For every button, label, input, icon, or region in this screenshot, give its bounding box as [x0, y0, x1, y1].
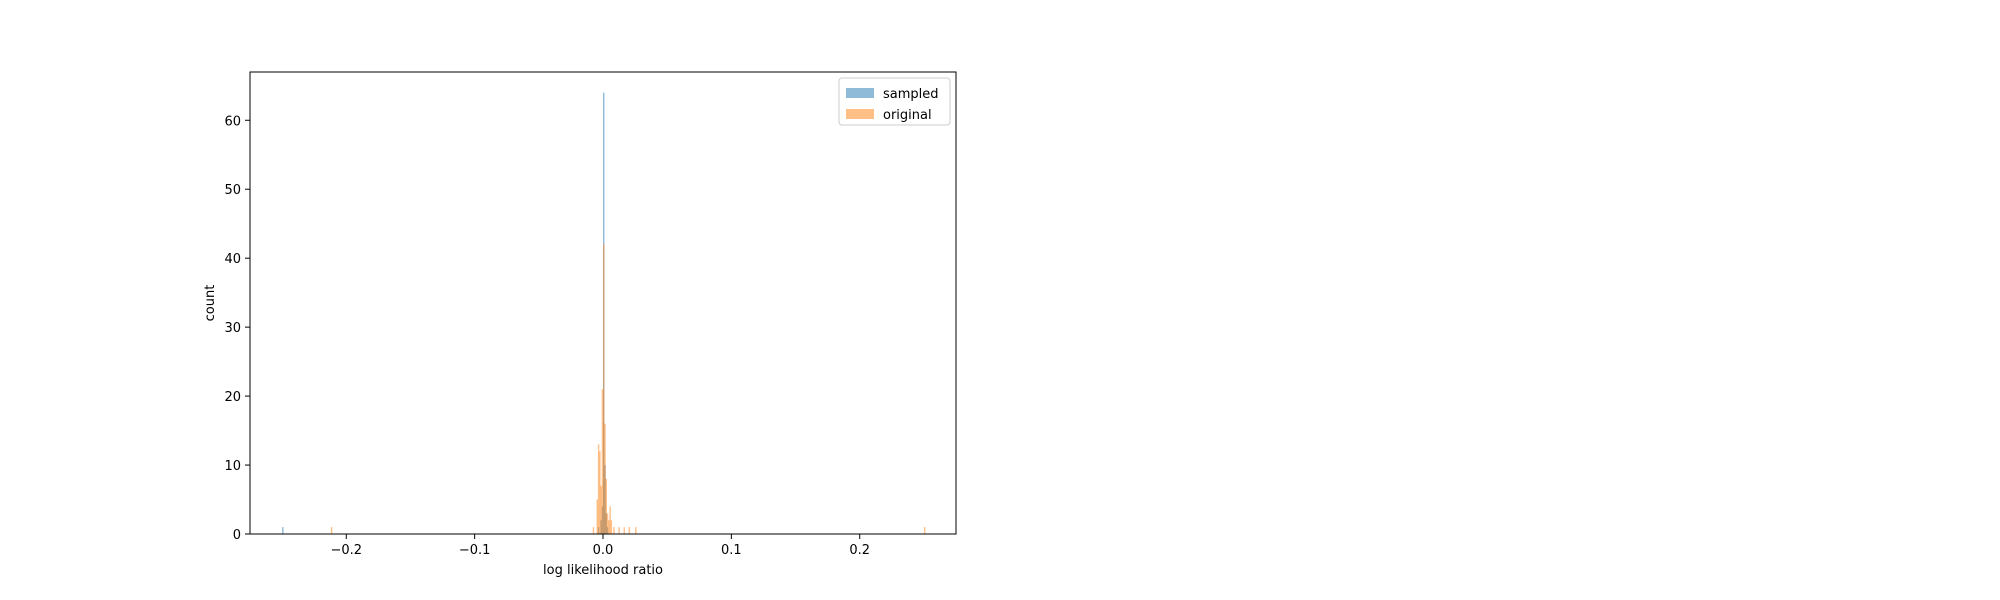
bar-original [608, 520, 610, 534]
bar-original [635, 527, 637, 534]
legend-swatch-original [846, 109, 874, 119]
bar-original [599, 451, 601, 534]
legend-label-original: original [883, 108, 932, 123]
y-axis-label: count [203, 285, 218, 322]
y-tick-label: 0 [233, 528, 241, 543]
bar-original [923, 527, 926, 534]
x-axis-label: log likelihood ratio [543, 563, 663, 578]
bar-original [601, 389, 604, 534]
x-tick-label: −0.2 [330, 543, 362, 558]
y-tick-label: 60 [224, 114, 241, 129]
bar-original [623, 527, 625, 534]
x-axis-ticks: −0.2 −0.1 0.0 0.1 0.2 [330, 534, 870, 558]
y-tick-label: 20 [224, 390, 241, 405]
x-tick-label: 0.0 [593, 543, 614, 558]
bar-original [597, 444, 600, 534]
x-tick-label: −0.1 [459, 543, 491, 558]
x-tick-label: 0.1 [721, 543, 742, 558]
series-original [330, 244, 926, 534]
bar-original [610, 520, 613, 534]
bar-original [330, 527, 333, 534]
series-sampled [282, 92, 609, 534]
legend-swatch-sampled [846, 88, 874, 98]
y-tick-label: 50 [224, 183, 241, 198]
y-axis-ticks: 0 10 20 30 40 50 60 [224, 114, 250, 543]
y-tick-label: 10 [224, 459, 241, 474]
bar-original [596, 499, 598, 534]
bar-original [606, 513, 609, 534]
bar-original [628, 527, 631, 534]
bar-original [600, 485, 602, 534]
bar-original [618, 527, 620, 534]
bar-original [609, 506, 611, 534]
bar-original [604, 423, 606, 534]
bar-sampled [282, 527, 284, 534]
legend-label-sampled: sampled [883, 87, 939, 102]
legend: sampled original [838, 77, 951, 126]
y-tick-label: 40 [224, 252, 241, 267]
bar-original [592, 527, 595, 534]
bar-original [613, 527, 615, 534]
bar-original [605, 478, 607, 534]
histogram-bars [282, 92, 926, 534]
bar-original [603, 244, 605, 534]
x-tick-label: 0.2 [849, 543, 870, 558]
y-tick-label: 30 [224, 321, 241, 336]
